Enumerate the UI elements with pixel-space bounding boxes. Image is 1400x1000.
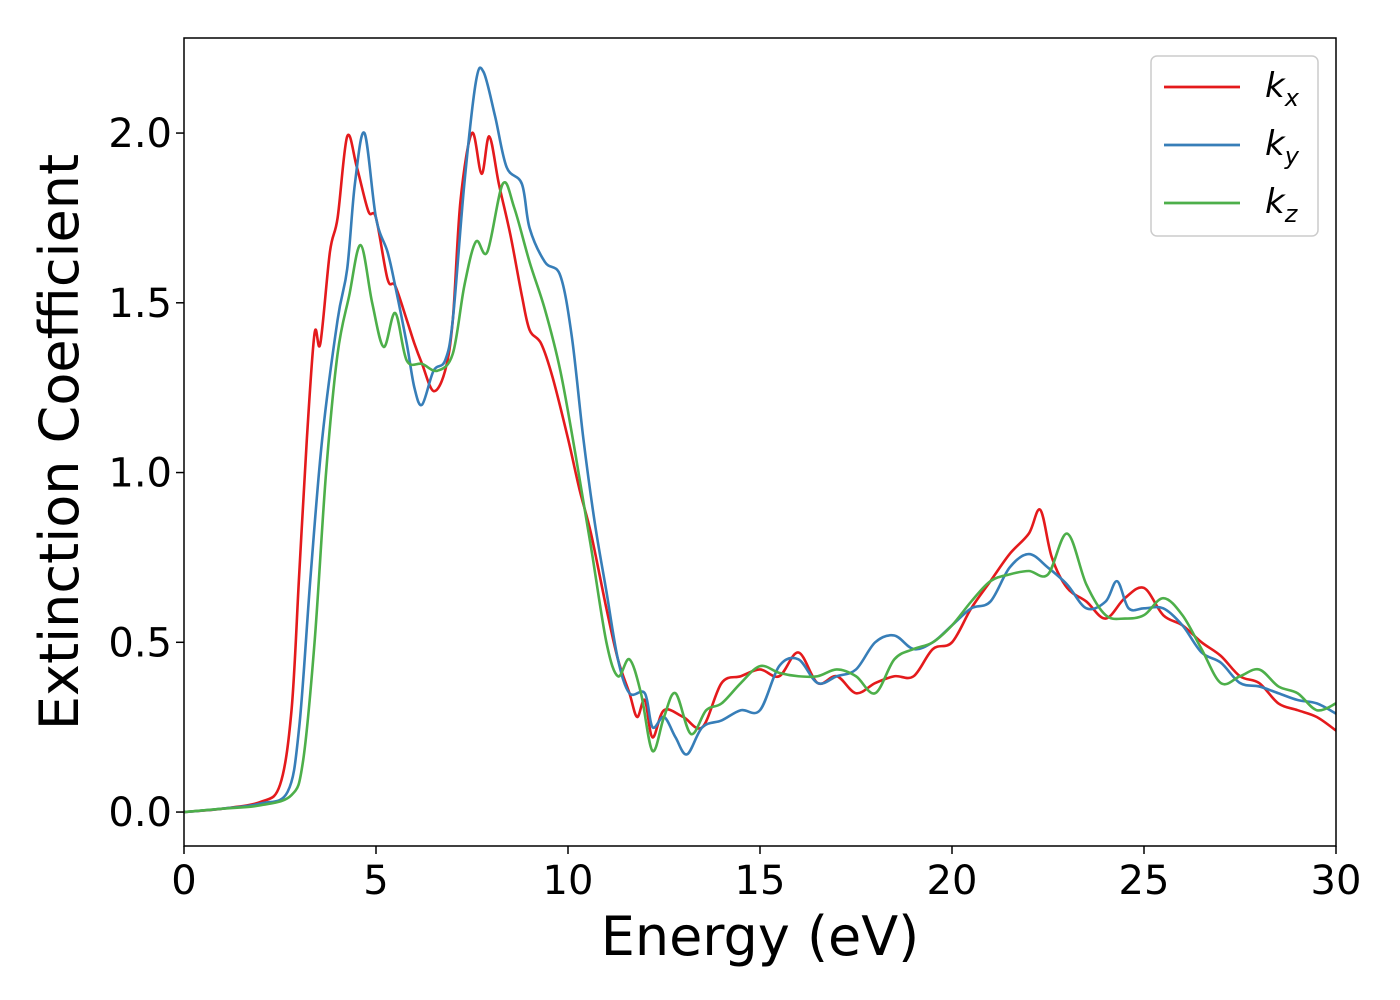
x-tick-label: 30 xyxy=(1311,858,1362,904)
y-tick-label: 0.0 xyxy=(108,790,172,836)
x-tick-label: 5 xyxy=(363,858,388,904)
series-layer xyxy=(184,66,1336,814)
series-line-k-z xyxy=(184,181,1336,814)
legend-label-k-y: ky xyxy=(1265,124,1300,170)
y-tick-label: 1.5 xyxy=(108,281,172,327)
x-tick-label: 10 xyxy=(543,858,594,904)
series-line-k-y xyxy=(184,66,1336,814)
y-tick-label: 1.0 xyxy=(108,451,172,497)
legend: kx ky kz xyxy=(1150,55,1319,237)
y-axis: 0.0 0.5 1.0 1.5 2.0 xyxy=(108,111,184,836)
x-axis-label: Energy (eV) xyxy=(601,905,920,968)
x-axis: 0 5 10 15 20 25 30 xyxy=(171,846,1361,904)
x-tick-label: 20 xyxy=(927,858,978,904)
y-tick-label: 2.0 xyxy=(108,111,172,157)
legend-label-k-x: kx xyxy=(1265,66,1300,112)
x-tick-label: 0 xyxy=(171,858,196,904)
x-tick-label: 15 xyxy=(735,858,786,904)
x-tick-label: 25 xyxy=(1119,858,1170,904)
y-tick-label: 0.5 xyxy=(108,620,172,666)
y-axis-label: Extinction Coefficient xyxy=(28,154,91,730)
legend-label-k-z: kz xyxy=(1265,182,1299,228)
